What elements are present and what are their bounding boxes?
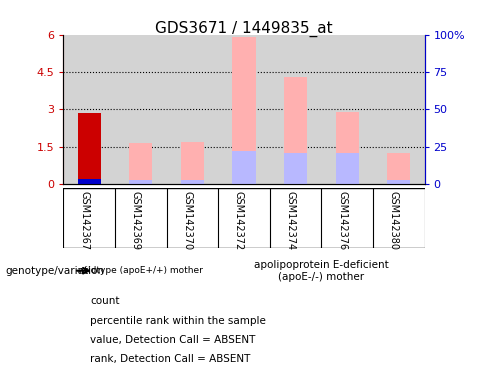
Bar — [387, 153, 410, 184]
Bar — [336, 112, 359, 184]
Text: GSM142367: GSM142367 — [79, 191, 89, 250]
Text: genotype/variation: genotype/variation — [5, 266, 104, 276]
Text: GSM142372: GSM142372 — [234, 191, 244, 250]
Text: count: count — [90, 296, 120, 306]
Bar — [232, 151, 256, 184]
Text: GSM142370: GSM142370 — [183, 191, 192, 250]
Bar — [284, 152, 307, 184]
Bar — [78, 179, 101, 184]
Bar — [129, 143, 152, 184]
Text: apolipoprotein E-deficient
(apoE-/-) mother: apolipoprotein E-deficient (apoE-/-) mot… — [254, 260, 389, 281]
Bar — [129, 180, 152, 184]
Text: GSM142374: GSM142374 — [285, 191, 296, 250]
Text: GSM142380: GSM142380 — [389, 191, 399, 250]
Text: rank, Detection Call = ABSENT: rank, Detection Call = ABSENT — [90, 354, 251, 364]
Bar — [78, 179, 101, 184]
Text: percentile rank within the sample: percentile rank within the sample — [90, 316, 266, 326]
Text: GSM142376: GSM142376 — [337, 191, 347, 250]
Text: wildtype (apoE+/+) mother: wildtype (apoE+/+) mother — [79, 266, 203, 275]
Text: value, Detection Call = ABSENT: value, Detection Call = ABSENT — [90, 335, 256, 345]
Text: GDS3671 / 1449835_at: GDS3671 / 1449835_at — [155, 21, 333, 37]
Bar — [232, 37, 256, 184]
Bar — [78, 113, 101, 184]
Bar — [284, 77, 307, 184]
Text: GSM142369: GSM142369 — [131, 191, 141, 250]
Bar — [181, 142, 204, 184]
Bar — [336, 152, 359, 184]
Bar — [181, 180, 204, 184]
Bar — [387, 180, 410, 184]
